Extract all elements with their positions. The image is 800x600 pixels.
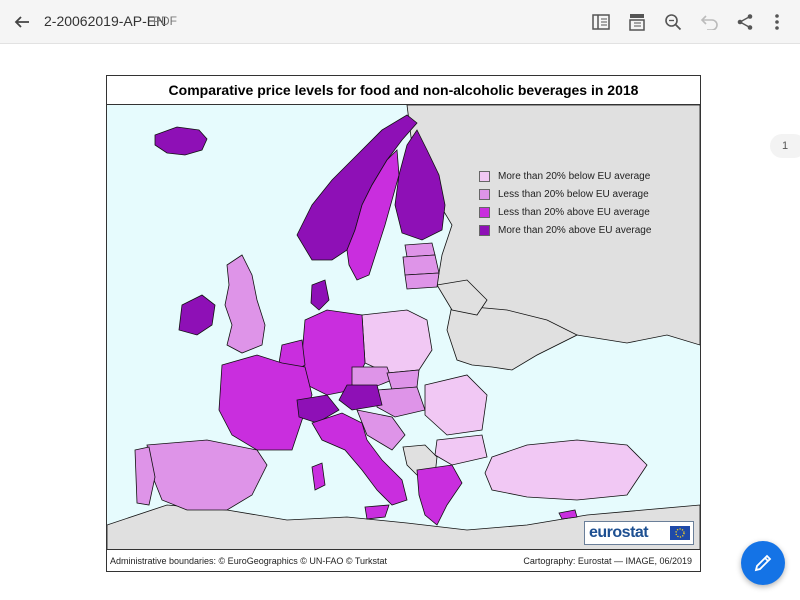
map-footer-boundaries: Administrative boundaries: © EuroGeograp… bbox=[110, 556, 388, 566]
pdf-page: Comparative price levels for food and no… bbox=[106, 75, 701, 572]
portugal bbox=[134, 446, 156, 506]
europe-price-map: More than 20% below EU average Less than… bbox=[107, 105, 700, 550]
pencil-icon bbox=[754, 554, 772, 572]
legend-item: Less than 20% above EU average bbox=[479, 203, 651, 221]
share-button[interactable] bbox=[733, 10, 757, 34]
ireland bbox=[178, 294, 216, 336]
legend-item: More than 20% below EU average bbox=[479, 167, 651, 185]
ukraine-land bbox=[446, 304, 578, 371]
iceland bbox=[154, 126, 208, 156]
czechia bbox=[351, 366, 393, 391]
share-icon bbox=[737, 14, 753, 30]
turkey bbox=[484, 439, 648, 501]
hungary bbox=[376, 386, 426, 418]
legend-swatch bbox=[479, 188, 490, 200]
sardinia bbox=[311, 462, 326, 491]
eu-flag-icon bbox=[670, 526, 690, 540]
spain bbox=[146, 439, 268, 511]
map-svg bbox=[107, 105, 700, 549]
page-layout-button[interactable] bbox=[625, 10, 649, 34]
back-arrow-icon bbox=[14, 16, 29, 28]
greece bbox=[416, 464, 463, 526]
reading-mode-icon bbox=[592, 14, 610, 30]
top-toolbar: 2-20062019-AP-EN PDF bbox=[0, 0, 800, 44]
cyprus bbox=[558, 509, 578, 520]
page-layout-icon bbox=[629, 14, 645, 31]
page-number-indicator[interactable]: 1 bbox=[770, 134, 800, 158]
lithuania bbox=[404, 272, 440, 290]
legend-swatch bbox=[479, 224, 490, 236]
austria bbox=[338, 384, 383, 411]
more-vertical-icon bbox=[775, 14, 779, 30]
poland bbox=[361, 309, 433, 374]
map-legend: More than 20% below EU average Less than… bbox=[479, 167, 651, 239]
denmark bbox=[310, 279, 330, 311]
bulgaria bbox=[434, 434, 488, 466]
reading-mode-button[interactable] bbox=[589, 10, 613, 34]
romania bbox=[424, 374, 488, 436]
legend-item: More than 20% above EU average bbox=[479, 221, 651, 239]
map-title: Comparative price levels for food and no… bbox=[107, 76, 700, 105]
document-title: 2-20062019-AP-EN bbox=[44, 13, 167, 29]
eurostat-logo: eurostat bbox=[584, 521, 694, 545]
legend-label: More than 20% above EU average bbox=[498, 224, 652, 236]
norway bbox=[296, 114, 418, 261]
more-options-button[interactable] bbox=[765, 10, 789, 34]
latvia bbox=[402, 254, 440, 276]
eurostat-logo-text: eurostat bbox=[589, 524, 649, 541]
search-button[interactable] bbox=[661, 10, 685, 34]
belarus-land bbox=[436, 279, 488, 316]
legend-label: More than 20% below EU average bbox=[498, 170, 651, 182]
back-button[interactable] bbox=[8, 8, 36, 36]
legend-item: Less than 20% below EU average bbox=[479, 185, 651, 203]
undo-icon bbox=[700, 15, 718, 30]
italy bbox=[311, 412, 408, 506]
map-footer-cartography: Cartography: Eurostat — IMAGE, 06/2019 bbox=[523, 556, 692, 566]
sicily bbox=[364, 504, 390, 520]
legend-label: Less than 20% below EU average bbox=[498, 188, 649, 200]
undo-button[interactable] bbox=[697, 10, 721, 34]
switzerland bbox=[296, 394, 340, 424]
search-icon bbox=[665, 14, 682, 31]
sweden bbox=[346, 149, 400, 281]
legend-swatch bbox=[479, 206, 490, 218]
legend-swatch bbox=[479, 170, 490, 182]
france bbox=[218, 354, 313, 451]
united-kingdom bbox=[224, 254, 266, 354]
legend-label: Less than 20% above EU average bbox=[498, 206, 650, 218]
croatia-slovenia bbox=[356, 409, 406, 451]
edit-fab-button[interactable] bbox=[741, 541, 785, 585]
finland bbox=[394, 129, 446, 241]
document-type-label: PDF bbox=[153, 14, 177, 28]
